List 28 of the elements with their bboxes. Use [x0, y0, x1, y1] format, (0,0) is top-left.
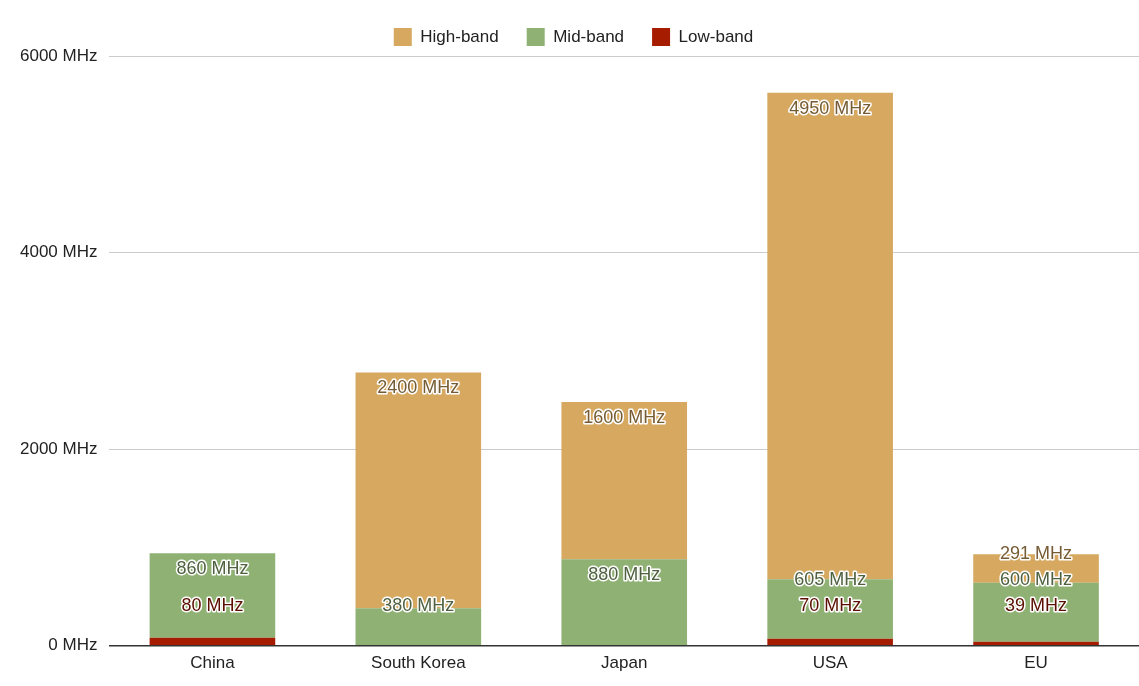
data-label: 860 MHz	[176, 558, 249, 579]
x-tick-label: South Korea	[371, 653, 467, 673]
y-tick-label: 2000 MHz	[20, 438, 98, 458]
legend-label: Low-band	[678, 26, 754, 46]
bar	[561, 559, 688, 646]
legend-label: High-band	[420, 26, 499, 46]
data-label: 605 MHz	[794, 568, 867, 589]
data-label: 1600 MHz	[583, 406, 666, 427]
x-tick-label: USA	[812, 653, 849, 673]
x-tick-label: China	[190, 653, 236, 673]
data-label: 80 MHz	[181, 594, 244, 615]
legend-label: Mid-band	[553, 26, 625, 46]
bar	[561, 401, 688, 560]
data-label: 600 MHz	[1000, 568, 1073, 589]
bar	[355, 372, 482, 609]
bar	[149, 637, 276, 646]
data-label: 70 MHz	[799, 594, 862, 615]
data-label: 39 MHz	[1005, 594, 1068, 615]
data-label: 4950 MHz	[789, 97, 872, 118]
y-tick-label: 0 MHz	[48, 635, 98, 655]
bar	[767, 638, 893, 646]
y-tick-label: 6000 MHz	[20, 45, 98, 65]
data-label: 880 MHz	[588, 564, 661, 585]
data-label: 2400 MHz	[377, 377, 460, 398]
x-tick-label: Japan	[601, 653, 648, 673]
y-tick-label: 4000 MHz	[20, 242, 98, 262]
bar	[973, 641, 1099, 646]
x-tick-label: EU	[1024, 653, 1048, 673]
